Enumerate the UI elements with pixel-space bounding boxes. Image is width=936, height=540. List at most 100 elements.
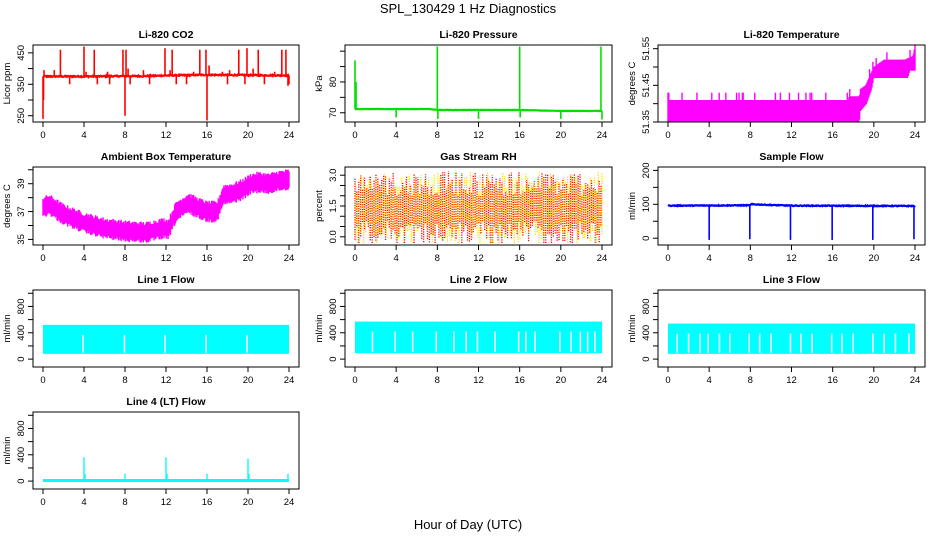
x-tick-label: 4 bbox=[707, 130, 712, 141]
y-tick-label: 0 bbox=[641, 236, 652, 241]
y-tick-label: 400 bbox=[16, 325, 27, 341]
x-tick-label: 20 bbox=[243, 253, 254, 264]
y-tick-label: 350 bbox=[16, 76, 27, 92]
x-tick-label: 24 bbox=[597, 375, 608, 386]
x-tick-label: 16 bbox=[514, 253, 525, 264]
x-tick-label: 8 bbox=[122, 130, 127, 141]
data-marks bbox=[355, 321, 602, 354]
panel-line-1-flow: Line 1 Flow ml/min 0 4 8 12 16 20 24 0 400 800 bbox=[2, 274, 300, 386]
x-tick-label: 8 bbox=[748, 375, 753, 386]
x-tick-label: 0 bbox=[352, 130, 357, 141]
x-axis-label: Hour of Day (UTC) bbox=[413, 517, 523, 532]
x-tick-label: 24 bbox=[597, 130, 608, 141]
x-tick-label: 0 bbox=[352, 375, 357, 386]
panel-title: Li-820 Temperature bbox=[743, 29, 839, 41]
x-tick-label: 20 bbox=[869, 375, 880, 386]
x-tick-label: 8 bbox=[122, 497, 127, 508]
y-axis-label: percent bbox=[314, 190, 325, 222]
data-marks bbox=[668, 323, 915, 354]
y-axis-label: kPa bbox=[314, 75, 325, 92]
x-tick-label: 24 bbox=[910, 253, 921, 264]
y-axis-label: ml/min bbox=[627, 192, 638, 220]
x-tick-label: 24 bbox=[910, 130, 921, 141]
x-tick-label: 24 bbox=[597, 253, 608, 264]
x-tick-label: 0 bbox=[665, 375, 670, 386]
y-axis-label: ml/min bbox=[2, 315, 13, 343]
y-axis-label: degrees C bbox=[627, 61, 638, 105]
y-tick-label: 400 bbox=[328, 325, 339, 341]
x-tick-label: 16 bbox=[202, 375, 213, 386]
x-tick-label: 4 bbox=[707, 253, 712, 264]
x-tick-label: 0 bbox=[665, 253, 670, 264]
y-tick-label: 800 bbox=[16, 421, 27, 437]
panel-li-820-co2: Li-820 CO2 Licor ppm 0 4 8 12 16 20 24 250 350 450 bbox=[2, 29, 300, 141]
series-line bbox=[42, 72, 290, 79]
panel-title: Li-820 CO2 bbox=[139, 29, 194, 41]
panel-ambient-box-temperature: Ambient Box Temperature degrees C 0 4 8 12 16 2… bbox=[2, 151, 300, 264]
x-tick-label: 16 bbox=[514, 130, 525, 141]
flow-band bbox=[355, 321, 602, 354]
x-tick-label: 4 bbox=[394, 130, 399, 141]
y-tick-label: 400 bbox=[16, 447, 27, 463]
x-tick-label: 12 bbox=[161, 130, 172, 141]
panel-line-2-flow: Line 2 Flow ml/min 0 4 8 12 16 20 24 0 400 800 bbox=[314, 274, 613, 386]
series-line bbox=[667, 202, 916, 209]
panel-title: Ambient Box Temperature bbox=[101, 151, 232, 163]
data-marks bbox=[667, 45, 916, 122]
data-marks bbox=[42, 46, 290, 121]
x-tick-label: 12 bbox=[161, 375, 172, 386]
x-tick-label: 12 bbox=[473, 130, 484, 141]
y-tick-label: 250 bbox=[16, 108, 27, 124]
x-tick-label: 24 bbox=[284, 253, 295, 264]
y-axis-label: ml/min bbox=[2, 437, 13, 465]
panel-title: Line 3 Flow bbox=[763, 274, 821, 286]
flow-band bbox=[668, 323, 915, 354]
x-tick-label: 20 bbox=[556, 253, 567, 264]
x-tick-label: 12 bbox=[161, 253, 172, 264]
x-tick-label: 0 bbox=[352, 253, 357, 264]
data-marks bbox=[42, 169, 290, 243]
y-tick-label: 0 bbox=[641, 356, 652, 361]
data-marks bbox=[43, 457, 289, 482]
x-tick-label: 24 bbox=[284, 130, 295, 141]
panel-title: Line 4 (LT) Flow bbox=[126, 396, 206, 408]
x-tick-label: 20 bbox=[556, 130, 567, 141]
x-tick-label: 16 bbox=[202, 130, 213, 141]
x-tick-label: 12 bbox=[161, 497, 172, 508]
panel-title: Line 2 Flow bbox=[450, 274, 508, 286]
x-tick-label: 16 bbox=[202, 253, 213, 264]
panel-title: Li-820 Pressure bbox=[439, 29, 517, 41]
y-tick-label: 800 bbox=[641, 299, 652, 315]
x-tick-label: 4 bbox=[81, 375, 86, 386]
y-tick-label: 51.55 bbox=[641, 37, 652, 61]
y-axis-label: ml/min bbox=[314, 315, 325, 343]
y-tick-label: 37 bbox=[16, 206, 27, 217]
panel-title: Gas Stream RH bbox=[440, 151, 516, 163]
y-tick-label: 51.35 bbox=[641, 110, 652, 134]
x-tick-label: 16 bbox=[827, 375, 838, 386]
y-tick-label: 35 bbox=[16, 234, 27, 245]
panel-gas-stream-rh: Gas Stream RH percent 0 4 8 12 16 20 24 0.0 1.5 3.0 bbox=[314, 151, 613, 264]
x-tick-label: 20 bbox=[869, 130, 880, 141]
x-tick-label: 20 bbox=[243, 375, 254, 386]
x-tick-label: 8 bbox=[122, 253, 127, 264]
x-tick-label: 16 bbox=[202, 497, 213, 508]
data-marks bbox=[354, 171, 603, 243]
x-tick-label: 12 bbox=[473, 253, 484, 264]
x-tick-label: 8 bbox=[122, 375, 127, 386]
x-tick-label: 12 bbox=[786, 375, 797, 386]
x-tick-label: 0 bbox=[40, 130, 45, 141]
x-tick-label: 12 bbox=[473, 375, 484, 386]
x-tick-label: 8 bbox=[435, 253, 440, 264]
x-tick-label: 4 bbox=[81, 497, 86, 508]
x-tick-label: 4 bbox=[707, 375, 712, 386]
y-tick-label: 800 bbox=[16, 299, 27, 315]
x-tick-label: 8 bbox=[435, 130, 440, 141]
x-tick-label: 20 bbox=[243, 497, 254, 508]
y-tick-label: 1.5 bbox=[328, 199, 339, 212]
x-tick-label: 20 bbox=[869, 253, 880, 264]
x-tick-label: 4 bbox=[81, 253, 86, 264]
y-axis-label: ml/min bbox=[627, 315, 638, 343]
x-tick-label: 16 bbox=[827, 130, 838, 141]
x-tick-label: 8 bbox=[435, 375, 440, 386]
